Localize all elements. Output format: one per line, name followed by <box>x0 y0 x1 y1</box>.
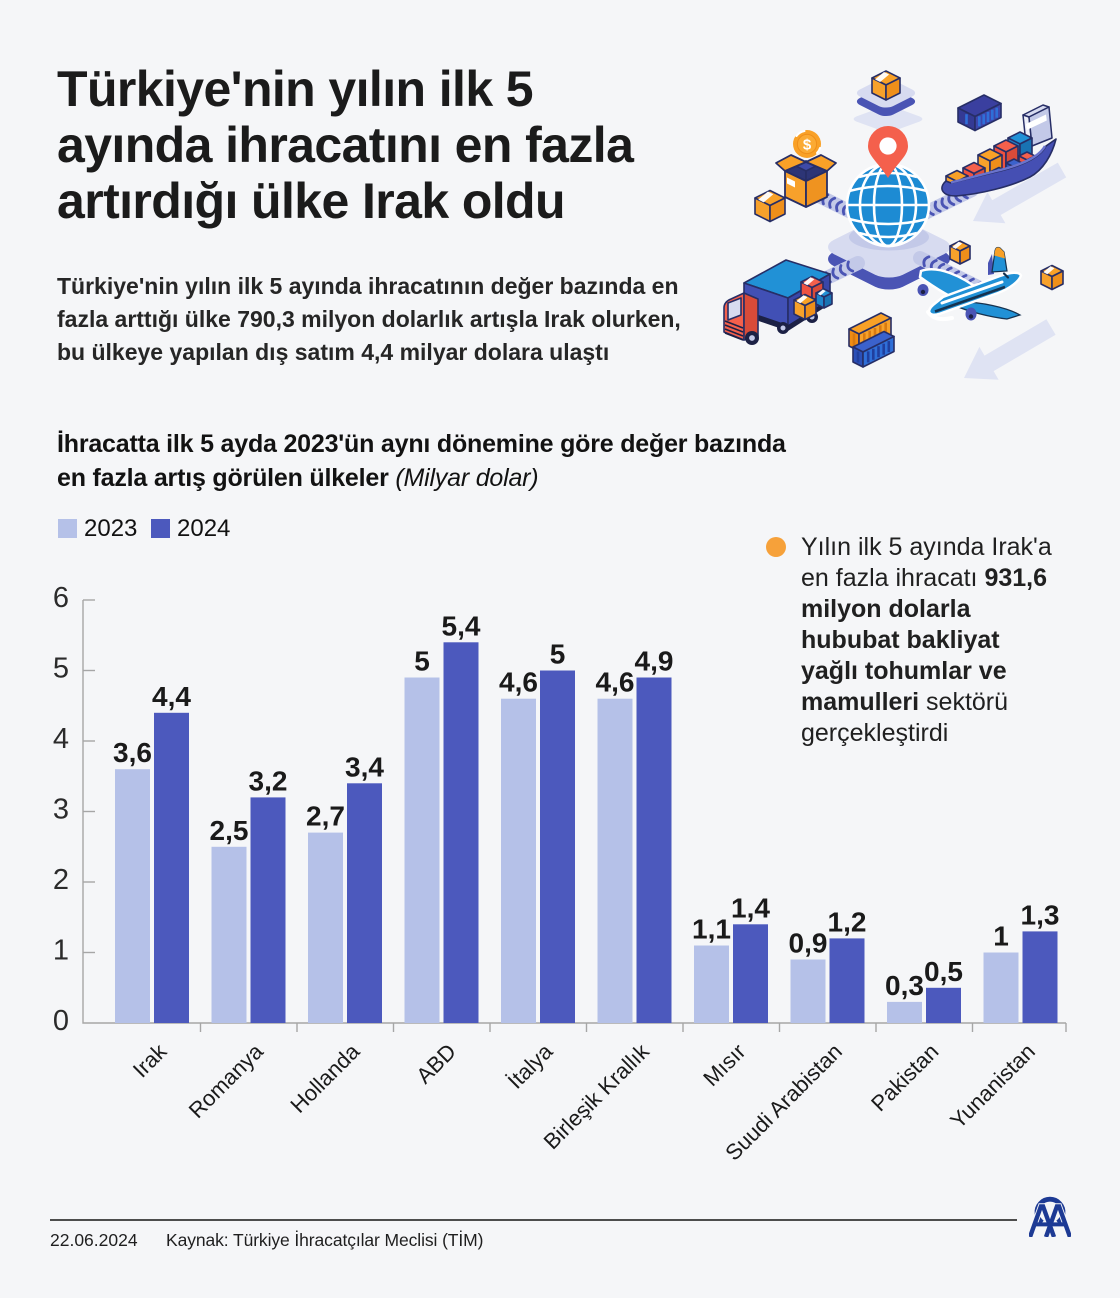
svg-text:5: 5 <box>414 646 430 677</box>
svg-text:0,5: 0,5 <box>924 956 963 987</box>
svg-text:3: 3 <box>53 794 69 826</box>
svg-text:Romanya: Romanya <box>184 1038 269 1123</box>
svg-text:Pakistan: Pakistan <box>866 1039 943 1116</box>
svg-text:4: 4 <box>53 723 69 755</box>
svg-text:2: 2 <box>53 864 69 896</box>
svg-text:2,5: 2,5 <box>210 815 249 846</box>
svg-text:Mısır: Mısır <box>698 1039 750 1091</box>
svg-text:0,9: 0,9 <box>789 928 828 959</box>
svg-text:1,3: 1,3 <box>1021 899 1060 930</box>
svg-text:Irak: Irak <box>128 1038 172 1082</box>
svg-text:4,6: 4,6 <box>499 667 538 698</box>
svg-text:2,7: 2,7 <box>306 801 345 832</box>
svg-text:5: 5 <box>550 639 566 670</box>
svg-text:4,9: 4,9 <box>635 646 674 677</box>
svg-text:6: 6 <box>53 582 69 614</box>
svg-text:4,4: 4,4 <box>152 681 191 712</box>
svg-text:$: $ <box>803 137 812 154</box>
svg-text:İtalya: İtalya <box>503 1038 558 1093</box>
svg-text:1,4: 1,4 <box>731 892 770 923</box>
svg-text:5,4: 5,4 <box>442 610 481 641</box>
svg-text:3,2: 3,2 <box>249 765 288 796</box>
svg-text:5: 5 <box>53 653 69 685</box>
svg-text:3,4: 3,4 <box>345 751 384 782</box>
svg-text:4,6: 4,6 <box>596 667 635 698</box>
svg-text:Hollanda: Hollanda <box>285 1038 365 1118</box>
svg-text:0: 0 <box>53 1005 69 1037</box>
svg-text:3,6: 3,6 <box>113 737 152 768</box>
svg-text:1,1: 1,1 <box>692 914 731 945</box>
svg-text:1: 1 <box>993 921 1009 952</box>
svg-text:ABD: ABD <box>411 1039 461 1089</box>
svg-text:1: 1 <box>53 935 69 967</box>
svg-text:1,2: 1,2 <box>828 906 867 937</box>
svg-text:0,3: 0,3 <box>885 970 924 1001</box>
svg-text:Yunanistan: Yunanistan <box>945 1039 1040 1134</box>
